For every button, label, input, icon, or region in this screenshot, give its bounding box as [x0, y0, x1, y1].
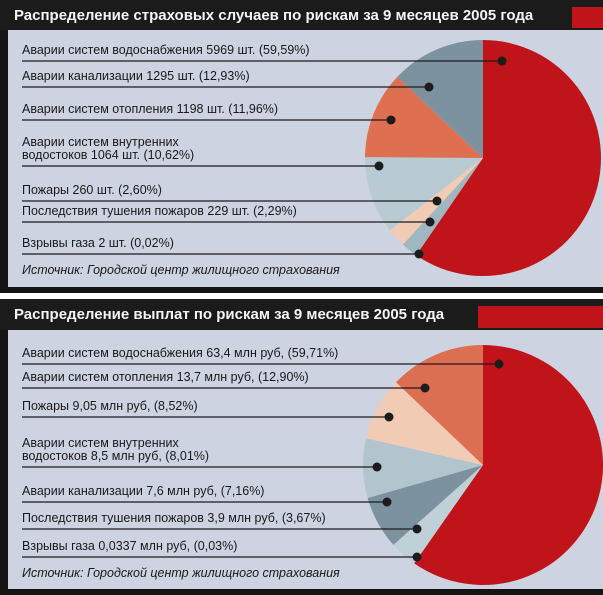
pie-label: Аварии систем водоснабжения 5969 шт. (59…	[22, 43, 310, 57]
panel1-title: Распределение страховых случаев по риска…	[14, 6, 534, 24]
pie-label: Взрывы газа 0,0337 млн руб, (0,03%)	[22, 539, 238, 553]
panel-gap	[0, 293, 603, 299]
pie-label: Аварии систем внутренних водостоков 1064…	[22, 135, 195, 162]
pie-label: Пожары 9,05 млн руб, (8,52%)	[22, 399, 198, 413]
panel2-source: Источник: Городской центр жилищного стра…	[22, 566, 340, 580]
pie-label: Аварии систем внутренних водостоков 8,5 …	[22, 436, 210, 463]
pie-label: Аварии систем водоснабжения 63,4 млн руб…	[22, 346, 339, 360]
panel1-title-accent	[572, 7, 603, 28]
panel1-source: Источник: Городской центр жилищного стра…	[22, 263, 340, 277]
pie-label: Аварии систем отопления 1198 шт. (11,96%…	[22, 102, 279, 116]
panel1-left-frame	[0, 30, 8, 287]
panel1-title-bar: Распределение страховых случаев по риска…	[0, 0, 603, 30]
panel2-left-frame	[0, 330, 8, 589]
pie-label: Аварии канализации 7,6 млн руб, (7,16%)	[22, 484, 265, 498]
pie-label: Аварии систем отопления 13,7 млн руб, (1…	[22, 370, 309, 384]
pie-label: Последствия тушения пожаров 229 шт. (2,2…	[22, 204, 297, 218]
pie-label: Последствия тушения пожаров 3,9 млн руб,…	[22, 511, 326, 525]
panel1-bottom-frame	[0, 287, 603, 293]
panel2-title-accent	[478, 306, 603, 328]
panel2-title: Распределение выплат по рискам за 9 меся…	[14, 306, 445, 323]
pie-label: Аварии канализации 1295 шт. (12,93%)	[22, 69, 250, 83]
pie-label: Пожары 260 шт. (2,60%)	[22, 183, 162, 197]
panel2-bottom-frame	[0, 589, 603, 595]
pie-label: Взрывы газа 2 шт. (0,02%)	[22, 236, 174, 250]
